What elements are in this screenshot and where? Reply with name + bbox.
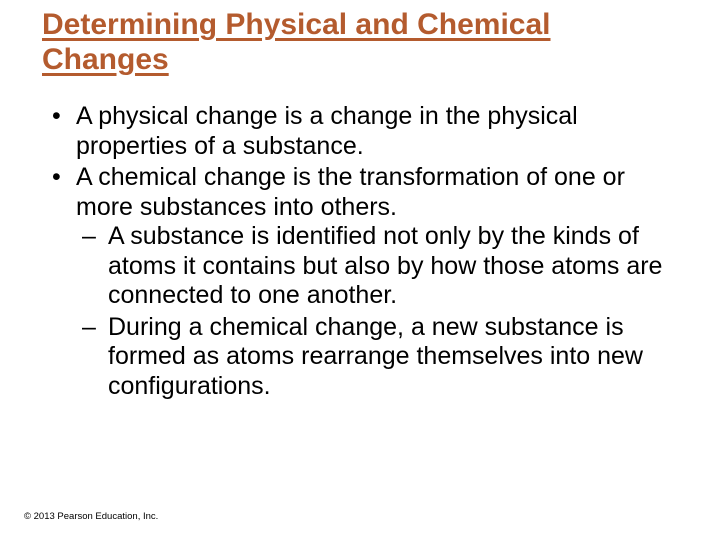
list-item: During a chemical change, a new substanc… <box>76 313 682 402</box>
list-item: A chemical change is the transformation … <box>42 163 682 401</box>
list-item: A physical change is a change in the phy… <box>42 102 682 161</box>
slide-title: Determining Physical and Chemical Change… <box>42 8 662 77</box>
bullet-list: A physical change is a change in the phy… <box>42 102 682 401</box>
slide: Determining Physical and Chemical Change… <box>0 0 720 540</box>
sub-bullet-text: A substance is identified not only by th… <box>108 222 662 309</box>
sub-bullet-text: During a chemical change, a new substanc… <box>108 313 643 400</box>
list-item: A substance is identified not only by th… <box>76 222 682 311</box>
bullet-text: A physical change is a change in the phy… <box>76 102 578 160</box>
copyright-notice: © 2013 Pearson Education, Inc. <box>24 511 158 522</box>
sub-bullet-list: A substance is identified not only by th… <box>76 222 682 401</box>
bullet-text: A chemical change is the transformation … <box>76 163 625 221</box>
slide-body: A physical change is a change in the phy… <box>42 102 682 403</box>
